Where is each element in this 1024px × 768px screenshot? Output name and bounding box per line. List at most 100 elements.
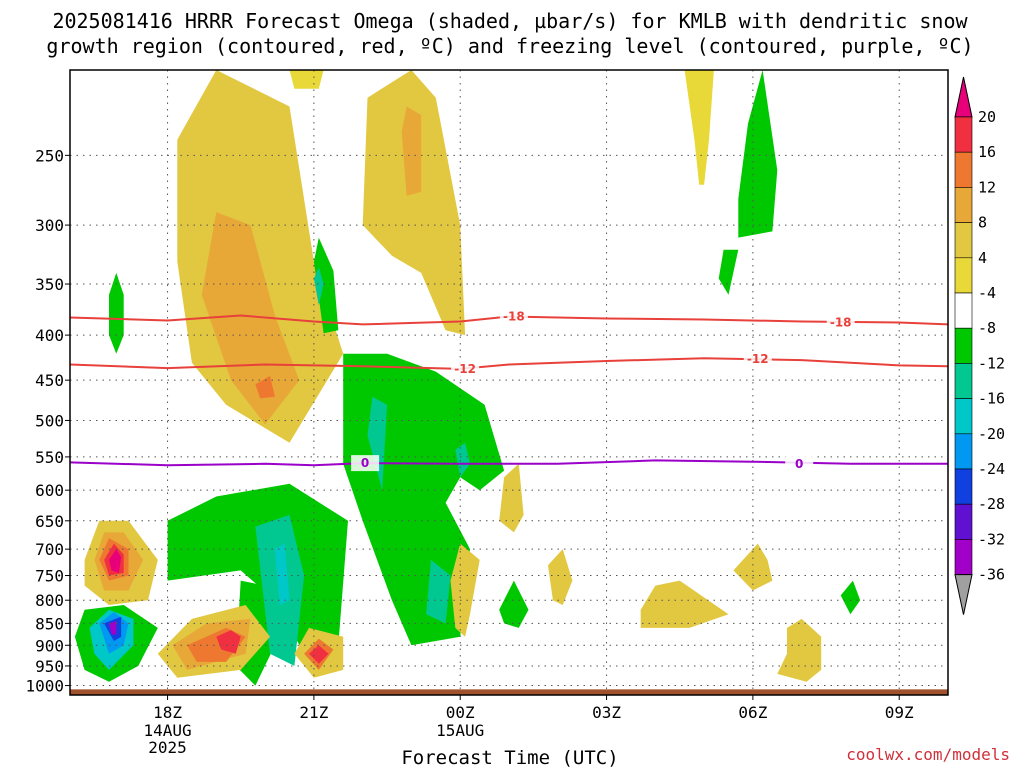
x-axis-label: Forecast Time (UTC) — [401, 747, 618, 768]
omega-region-44 — [718, 249, 739, 295]
contour-label-bg-0-1 — [826, 314, 855, 331]
colorbar-cell-0 — [954, 116, 973, 153]
omega-shading — [74, 70, 861, 686]
contour-label-bg-2-0 — [351, 455, 380, 472]
colorbar-cell-10 — [954, 468, 973, 505]
omega-region-42 — [684, 70, 714, 185]
y-tick-label-750: 750 — [35, 567, 64, 586]
contour-label-1-1: -12 — [747, 352, 769, 366]
omega-region-5 — [401, 106, 422, 196]
omega-region-41 — [840, 580, 861, 615]
omega-region-43 — [738, 70, 778, 238]
y-tick-label-250: 250 — [35, 146, 64, 165]
omega-region-1 — [201, 212, 300, 425]
contour-label-1-0: -12 — [454, 362, 476, 376]
y-tick-label-850: 850 — [35, 614, 64, 633]
contour-label-bg-0-0 — [499, 308, 528, 325]
y-tick-label-450: 450 — [35, 371, 64, 390]
x-tick-sublabel-18Z-0: 14AUG — [143, 721, 191, 740]
x-tick-label-06Z: 06Z — [738, 703, 767, 722]
y-tick-label-950: 950 — [35, 657, 64, 676]
y-tick-label-500: 500 — [35, 411, 64, 430]
colorbar-cell-12 — [954, 539, 973, 575]
colorbar-label-8: -16 — [978, 390, 1005, 408]
y-tick-label-900: 900 — [35, 636, 64, 655]
x-tick-sublabel-00Z-0: 15AUG — [436, 721, 484, 740]
omega-region-16 — [274, 543, 290, 605]
y-tick-label-550: 550 — [35, 448, 64, 467]
chart-title-line-1: 2025081416 HRRR Forecast Omega (shaded, … — [52, 9, 968, 33]
contour-line-1 — [70, 357, 948, 370]
omega-region-30 — [216, 630, 241, 654]
colorbar-label-13: -36 — [978, 566, 1005, 584]
omega-region-39 — [733, 543, 773, 591]
omega-region-34 — [499, 463, 524, 533]
colorbar-label-11: -28 — [978, 495, 1005, 513]
colorbar-label-5: -4 — [978, 284, 996, 302]
y-tick-label-700: 700 — [35, 540, 64, 559]
contour-label-bg-1-1 — [743, 351, 772, 368]
colorbar-cell-9 — [954, 433, 973, 470]
colorbar-cell-7 — [954, 363, 973, 399]
colorbar: 20 16 12 8 4 -4 -8 -12 -16 -20 -24 -28 -32 -36 — [954, 76, 1005, 615]
colorbar-label-3: 8 — [978, 214, 987, 232]
omega-region-21 — [109, 549, 122, 573]
colorbar-label-12: -32 — [978, 530, 1005, 548]
x-tick-label-21Z: 21Z — [299, 703, 328, 722]
colorbar-label-6: -8 — [978, 319, 996, 337]
plot-frame — [69, 69, 949, 696]
omega-region-6 — [313, 237, 339, 334]
x-tick-label-03Z: 03Z — [592, 703, 621, 722]
x-tick-label-00Z: 00Z — [446, 703, 475, 722]
x-tick-label-09Z: 09Z — [885, 703, 914, 722]
colorbar-label-10: -24 — [978, 460, 1005, 478]
omega-region-38 — [640, 580, 729, 628]
omega-region-3 — [289, 70, 324, 89]
omega-region-4 — [362, 70, 466, 336]
contour-line-0 — [70, 314, 948, 326]
credit-text: coolwx.com/models — [846, 745, 1010, 764]
ground-band — [70, 689, 948, 695]
omega-region-13 — [167, 483, 348, 654]
omega-region-36 — [499, 580, 529, 628]
chart-title-line-2: growth region (contoured, red, ºC) and f… — [46, 34, 973, 58]
omega-region-11 — [426, 559, 451, 624]
contour-label-bg-1-0 — [451, 360, 480, 377]
contour-label-0-0: -18 — [503, 309, 525, 323]
y-tick-label-650: 650 — [35, 512, 64, 531]
colorbar-cell-6 — [954, 327, 973, 364]
omega-region-8 — [109, 272, 124, 354]
omega-region-12 — [455, 442, 470, 478]
y-tick-label-400: 400 — [35, 326, 64, 345]
colorbar-bottom-arrow — [954, 574, 973, 615]
contour-label-0-1: -18 — [830, 315, 852, 329]
colorbar-label-1: 16 — [978, 143, 996, 161]
contour-label-bg-2-1 — [785, 455, 814, 472]
colorbar-label-9: -20 — [978, 425, 1005, 443]
omega-region-7 — [313, 267, 324, 306]
y-tick-label-800: 800 — [35, 591, 64, 610]
colorbar-cell-5 — [954, 292, 973, 329]
y-axis-ticks: 250 300 350 400 450 500 550 600 650 700 750 800 850 9… — [25, 146, 70, 696]
x-tick-sublabel-18Z-1: 2025 — [148, 738, 187, 757]
omega-region-2 — [255, 375, 275, 399]
omega-region-26 — [109, 621, 117, 635]
colorbar-label-7: -12 — [978, 354, 1005, 372]
temperature-contours: -18 -18 -12 -12 0 0 — [70, 308, 948, 472]
y-tick-label-600: 600 — [35, 481, 64, 500]
colorbar-cell-1 — [954, 151, 973, 188]
colorbar-cell-4 — [954, 257, 973, 294]
colorbar-cell-11 — [954, 503, 973, 540]
contour-label-2-1: 0 — [795, 457, 803, 471]
omega-region-35 — [450, 543, 480, 637]
x-tick-label-18Z: 18Z — [153, 703, 182, 722]
colorbar-cell-2 — [954, 187, 973, 223]
omega-region-37 — [548, 549, 573, 605]
colorbar-label-2: 12 — [978, 178, 996, 196]
colorbar-top-arrow — [954, 76, 973, 118]
gridlines — [70, 70, 948, 695]
y-tick-label-1000: 1000 — [25, 677, 64, 696]
colorbar-label-4: 4 — [978, 249, 987, 267]
